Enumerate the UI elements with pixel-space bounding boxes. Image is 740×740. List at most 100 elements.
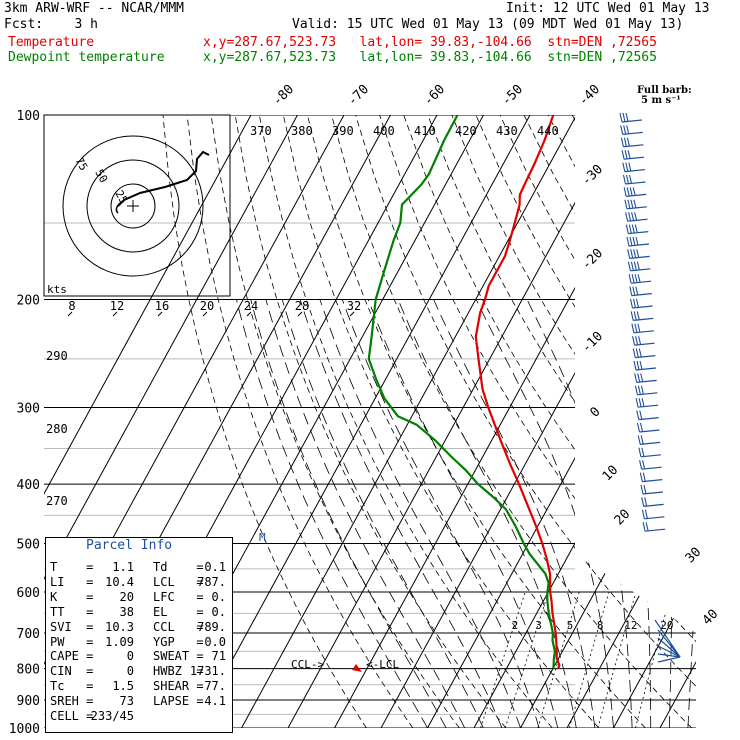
parcel-info-frame <box>45 537 233 733</box>
wind-barb <box>619 112 643 123</box>
wind-barb <box>621 150 645 160</box>
parcel-k2-3: EL = <box>153 604 204 619</box>
parcel-k1-8: Tc = <box>50 679 94 694</box>
wind-barb <box>634 373 657 383</box>
speed-label-16: 16 <box>155 299 169 313</box>
dry-adiabat <box>571 115 696 728</box>
parcel-k1-3: TT = <box>50 604 94 619</box>
parcel-v1-0: 1.1 <box>112 560 134 574</box>
dry-adiabat <box>427 115 696 728</box>
dry-adiabat <box>186 115 414 728</box>
hodograph-ring-label: 75 <box>72 155 90 173</box>
wind-barb <box>623 187 647 197</box>
wind-barb <box>635 398 659 408</box>
mixing-ratio-label-20: 20 <box>660 619 673 632</box>
dry-adiabat <box>307 115 646 728</box>
temperature-location: x,y=287.67,523.73 lat,lon= 39.83,-104.66… <box>203 35 657 50</box>
wind-barb <box>625 224 649 235</box>
surface-arrow <box>352 664 362 672</box>
theta-label-390: 390 <box>332 124 354 138</box>
wind-barb <box>641 497 664 507</box>
hodograph-unit: kts <box>47 283 67 296</box>
dewpoint-location: x,y=287.67,523.73 lat,lon= 39.83,-104.66… <box>203 50 657 65</box>
wind-barb <box>631 323 654 334</box>
moist-adiabat <box>281 299 484 728</box>
lcl-marker: <-LCL <box>366 658 399 671</box>
temperature-trace <box>474 115 561 669</box>
isotherm-label: -40 <box>576 82 603 109</box>
hodograph-speed-axis: 8 12 16 20 24 28 32 <box>67 299 361 317</box>
isotherm <box>44 115 298 728</box>
parcel-v1-4: 10.3 <box>105 619 134 634</box>
speed-tick <box>157 311 163 317</box>
speed-label-28: 28 <box>295 299 309 313</box>
moist-adiabat <box>643 299 673 728</box>
model-title: 3km ARW-WRF -- NCAR/MMM <box>4 1 185 16</box>
parcel-v1-6: 0 <box>126 649 134 664</box>
isotherm-label: -70 <box>345 82 372 109</box>
theta-label-400: 400 <box>373 124 395 138</box>
speed-label-12: 12 <box>110 299 124 313</box>
parcel-v2-4: 789. <box>197 619 226 634</box>
barb-legend-title: Full barb: <box>637 85 692 96</box>
moist-adiabat <box>367 299 559 728</box>
parcel-k2-7: HWBZ = <box>153 664 204 679</box>
parcel-v2-3: 0. <box>211 604 226 619</box>
valid-time: Valid: 15 UTC Wed 01 May 13 (09 MDT Wed … <box>292 17 684 32</box>
parcel-k1-0: T = <box>50 560 94 574</box>
mixing-ratio-label-8: 8 <box>597 619 604 632</box>
isotherm <box>659 115 696 728</box>
pressure-label-300: 300 <box>17 401 40 416</box>
dry-adiabat <box>234 115 507 728</box>
isotherm <box>566 115 696 728</box>
isotherm <box>334 115 670 728</box>
wind-barb <box>632 336 655 346</box>
mixing-ratio-label-2: 2 <box>512 619 519 632</box>
parcel-v1-9: 73 <box>119 694 134 709</box>
parcel-v2-0: 0.1 <box>204 560 226 574</box>
isotherm-label: 0 <box>587 404 603 420</box>
speed-tick <box>67 311 73 317</box>
mixing-ratio-line <box>480 591 526 728</box>
speed-label-32: 32 <box>347 299 361 313</box>
parcel-v2-1: 787. <box>197 574 226 589</box>
storm-motion-marker <box>127 200 139 212</box>
dry-adiabat <box>282 115 600 728</box>
dry-adiabat <box>692 115 696 728</box>
theta-e-label-270: 270 <box>46 494 68 508</box>
isotherm <box>613 115 696 728</box>
isotherm-label: 40 <box>700 607 722 629</box>
hodograph-ring <box>110 183 156 229</box>
wind-barb <box>637 435 661 445</box>
parcel-k1-5: PW = <box>50 634 94 649</box>
parcel-k1-10: CELL = <box>50 709 94 723</box>
mixing-ratio-line <box>537 591 580 728</box>
pressure-label-400: 400 <box>17 478 40 493</box>
mixing-ratio-label-3: 3 <box>535 619 542 632</box>
isotherm-label: -10 <box>579 329 606 356</box>
moist-adiabat <box>433 299 596 728</box>
wind-barb <box>636 422 660 433</box>
parcel-info-panel: Parcel Info T = 1.1 Td = 0.1 LI = 10.4 LCL = 78… <box>45 537 233 733</box>
moist-adiabat <box>299 299 503 728</box>
isotherm-label: -20 <box>579 246 606 273</box>
speed-tick <box>349 311 355 317</box>
dry-adiabat <box>210 115 460 728</box>
pressure-label-900: 900 <box>17 694 40 709</box>
wind-barb <box>639 472 663 483</box>
wind-barb <box>639 460 662 470</box>
barb-legend-unit: 5 m s⁻¹ <box>641 95 681 106</box>
parcel-v2-2: 0. <box>211 589 226 604</box>
parcel-k2-2: LFC = <box>153 589 204 604</box>
theta-label-380: 380 <box>291 124 313 138</box>
wind-barb <box>626 236 650 247</box>
wind-barb <box>632 348 656 359</box>
dewpoint-trace <box>367 115 557 669</box>
wind-barb <box>641 509 665 520</box>
wind-barb <box>640 484 664 495</box>
moist-adiabat <box>319 299 521 728</box>
wind-barb <box>628 274 652 284</box>
wind-barb-low <box>657 637 681 658</box>
parcel-k1-4: SVI = <box>50 619 94 634</box>
parcel-k2-1: LCL = <box>153 574 204 589</box>
